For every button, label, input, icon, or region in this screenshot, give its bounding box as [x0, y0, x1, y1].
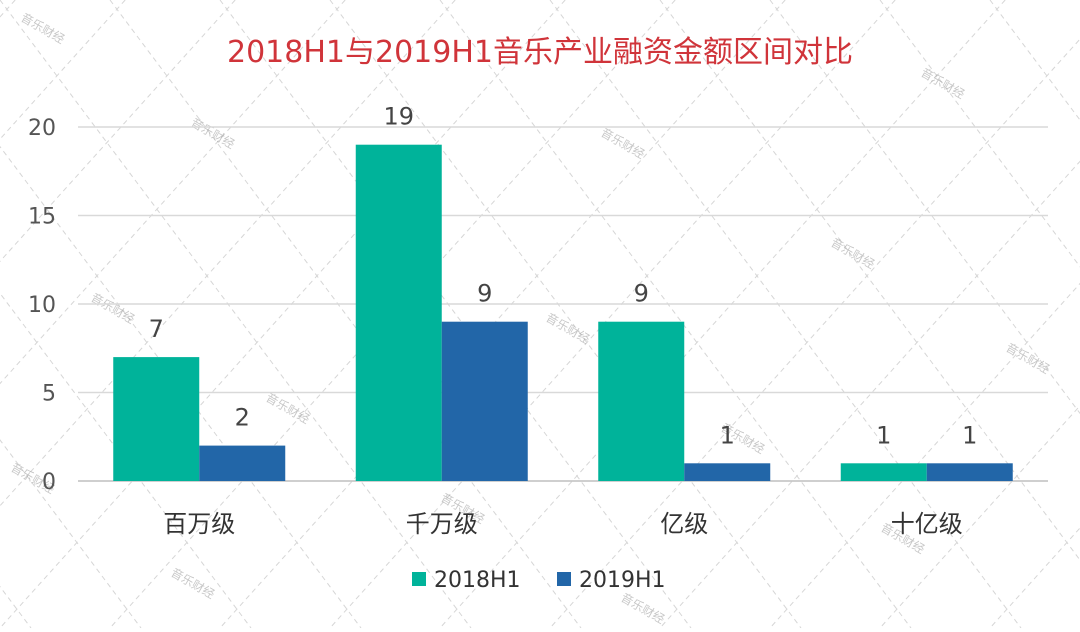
bar-2019H1-亿级 [684, 463, 771, 481]
bar-2018H1-十亿级 [840, 463, 927, 481]
watermark-line [989, 527, 1080, 629]
data-labels: 7 2 19 9 9 1 1 1 [149, 103, 978, 450]
legend-swatch [557, 572, 571, 586]
y-tick-label: 10 [28, 293, 56, 318]
watermark-line [659, 0, 1080, 561]
watermark-text: 音乐财经 [89, 290, 138, 327]
watermark-line [439, 0, 912, 629]
y-tick-label: 20 [28, 116, 56, 141]
bar-2019H1-百万级 [199, 445, 286, 481]
watermark-line [329, 0, 802, 629]
data-label: 9 [477, 280, 492, 308]
watermark-line [109, 0, 582, 629]
watermark-line [329, 0, 896, 629]
data-label: 1 [720, 421, 735, 449]
watermark-line [219, 0, 786, 629]
watermark-text: 音乐财经 [829, 235, 878, 272]
data-label: 7 [149, 315, 164, 343]
y-tick-label: 5 [42, 382, 56, 407]
watermark-text: 音乐财经 [169, 565, 218, 602]
bar-2019H1-千万级 [441, 321, 528, 481]
watermark-text: 音乐财经 [264, 390, 313, 427]
x-axis-categories: 百万级 千万级 亿级 十亿级 [163, 510, 963, 538]
watermark-text: 音乐财经 [619, 590, 668, 627]
watermark-text: 音乐财经 [19, 10, 68, 47]
watermark-line [879, 0, 1080, 268]
watermark-line [0, 0, 472, 629]
y-tick-label: 0 [42, 470, 56, 495]
data-label: 9 [634, 280, 649, 308]
watermark-text: 音乐财经 [919, 65, 968, 102]
legend: 2018H1 2019H1 [412, 568, 666, 593]
watermark-line [0, 0, 16, 18]
data-label: 1 [876, 421, 891, 449]
watermark-line [0, 585, 32, 629]
watermark-line [879, 405, 1080, 629]
watermark-line [439, 0, 1006, 629]
watermark-text: 音乐财经 [599, 125, 648, 162]
gridlines [78, 126, 1048, 482]
watermark-line [0, 0, 566, 629]
x-category-label: 十亿级 [891, 510, 963, 538]
legend-entry: 2018H1 [434, 568, 521, 593]
x-category-label: 千万级 [406, 510, 478, 538]
watermark-line [549, 0, 1022, 629]
watermark-text: 音乐财经 [544, 310, 593, 347]
x-category-label: 百万级 [163, 510, 235, 538]
watermark-text: 音乐财经 [189, 115, 238, 152]
bar-2019H1-十亿级 [926, 463, 1013, 481]
watermark-line [769, 282, 1080, 629]
watermark-text: 音乐财经 [1004, 340, 1053, 377]
watermark-line [219, 0, 692, 629]
data-label: 19 [383, 103, 414, 131]
watermark-line [989, 0, 1080, 121]
data-label: 1 [962, 421, 977, 449]
watermark-line [109, 0, 676, 629]
watermark-line [659, 160, 1080, 629]
y-axis-ticks: 0 5 10 15 20 [28, 116, 56, 495]
legend-swatch [412, 572, 426, 586]
chart-title: 2018H1与2019H1音乐产业融资金额区间对比 [227, 35, 853, 70]
data-label: 2 [235, 404, 250, 432]
bar-2018H1-百万级 [113, 357, 200, 481]
bars [113, 144, 1013, 481]
bar-2018H1-千万级 [355, 144, 442, 481]
legend-entry: 2019H1 [579, 568, 666, 593]
x-category-label: 亿级 [660, 510, 708, 538]
y-tick-label: 15 [28, 205, 56, 230]
watermark-line [549, 38, 1080, 629]
bar-2018H1-亿级 [598, 321, 685, 481]
watermark-line [769, 0, 1080, 415]
watermark-line [0, 0, 126, 140]
